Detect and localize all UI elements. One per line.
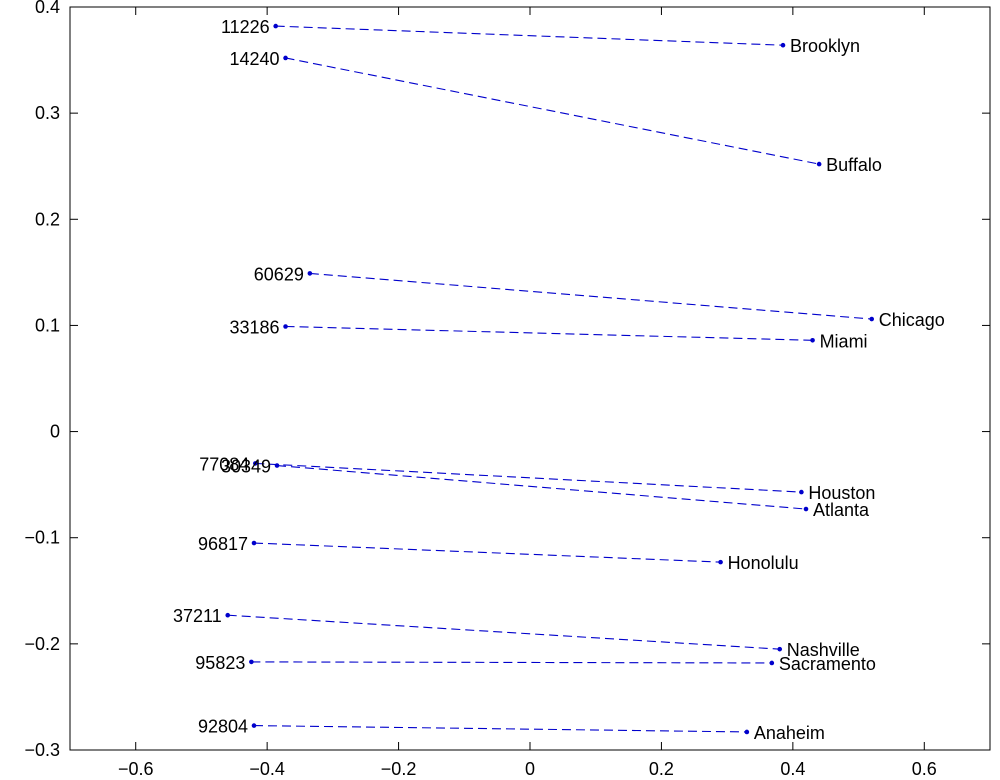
y-tick-label: 0.4 <box>35 0 60 17</box>
connector-line-chicago <box>309 272 872 320</box>
city-point-anaheim <box>744 729 750 735</box>
y-tick-label: −0.1 <box>24 528 60 548</box>
y-tick-label: −0.3 <box>24 740 60 760</box>
zip-label-77084: 77084 <box>199 454 249 474</box>
city-label-brooklyn: Brooklyn <box>790 36 860 56</box>
city-label-honolulu: Honolulu <box>728 553 799 573</box>
y-tick-label: 0.1 <box>35 315 60 335</box>
connector-line-sacramento <box>251 661 772 664</box>
x-tick-label: −0.2 <box>381 759 417 779</box>
zip-label-33186: 33186 <box>229 317 279 337</box>
connector-line-miami <box>285 325 813 341</box>
connector-line-anaheim <box>253 725 747 733</box>
zip-label-60629: 60629 <box>254 264 304 284</box>
city-label-miami: Miami <box>820 331 868 351</box>
connector-line-nashville <box>227 614 780 650</box>
connector-line-buffalo <box>285 57 820 165</box>
zip-point-11226 <box>273 23 278 29</box>
city-point-buffalo <box>816 161 822 167</box>
city-point-sacramento <box>769 660 775 666</box>
zip-point-95823 <box>249 659 254 665</box>
zip-point-77084 <box>253 461 258 466</box>
zip-point-60629 <box>307 271 313 276</box>
city-point-atlanta <box>803 506 809 512</box>
zip-point-37211 <box>225 612 231 618</box>
zip-point-33186 <box>283 324 288 329</box>
city-label-chicago: Chicago <box>879 310 945 330</box>
y-tick-label: 0 <box>50 422 60 442</box>
axes: −0.6 −0.4 −0.2 0 0.2 0.4 0.6 −0.3 −0.2 −0.1 0 0.1 0.… <box>24 0 991 779</box>
zip-label-37211: 37211 <box>173 606 222 626</box>
y-tick-label: 0.2 <box>35 209 60 229</box>
zip-point-92804 <box>251 723 257 728</box>
city-label-houston: Houston <box>808 483 875 503</box>
city-point-chicago <box>869 316 875 322</box>
city-point-nashville <box>777 646 783 652</box>
data-points <box>225 23 875 735</box>
zip-label-92804: 92804 <box>198 717 248 737</box>
zip-point-96817 <box>251 540 257 546</box>
zip-point-14240 <box>283 55 288 61</box>
zip-label-14240: 14240 <box>229 49 279 69</box>
x-tick-label: 0.6 <box>912 759 937 779</box>
city-point-miami <box>810 337 815 343</box>
zip-label-30349: 30349 <box>221 457 271 477</box>
city-label-nashville: Nashville <box>787 640 860 660</box>
x-tick-label: −0.6 <box>118 759 154 779</box>
plot-frame <box>69 6 991 751</box>
connector-lines <box>227 25 872 733</box>
connector-line-brooklyn <box>275 25 784 46</box>
connector-line-honolulu <box>253 542 721 563</box>
y-tick-label: −0.2 <box>24 634 60 654</box>
x-tick-label: 0.4 <box>780 759 805 779</box>
point-labels: 11226 Brooklyn 14240 Buffalo 60629 Chicago 331… <box>173 17 945 743</box>
city-label-sacramento: Sacramento <box>779 654 876 674</box>
connector-line-atlanta <box>276 464 807 510</box>
city-point-houston <box>799 489 804 495</box>
city-label-anaheim: Anaheim <box>754 723 825 743</box>
zip-label-95823: 95823 <box>195 653 245 673</box>
city-point-honolulu <box>718 559 723 565</box>
x-tick-label: 0 <box>525 759 535 779</box>
x-tick-label: 0.2 <box>649 759 674 779</box>
city-label-buffalo: Buffalo <box>826 155 882 175</box>
zip-label-11226: 11226 <box>221 17 270 37</box>
city-point-brooklyn <box>780 42 786 48</box>
y-tick-label: 0.3 <box>35 103 60 123</box>
connector-line-houston <box>255 462 802 493</box>
city-label-atlanta: Atlanta <box>813 500 870 520</box>
zip-label-96817: 96817 <box>198 534 248 554</box>
x-tick-label: −0.4 <box>249 759 285 779</box>
zip-point-30349 <box>274 463 280 468</box>
